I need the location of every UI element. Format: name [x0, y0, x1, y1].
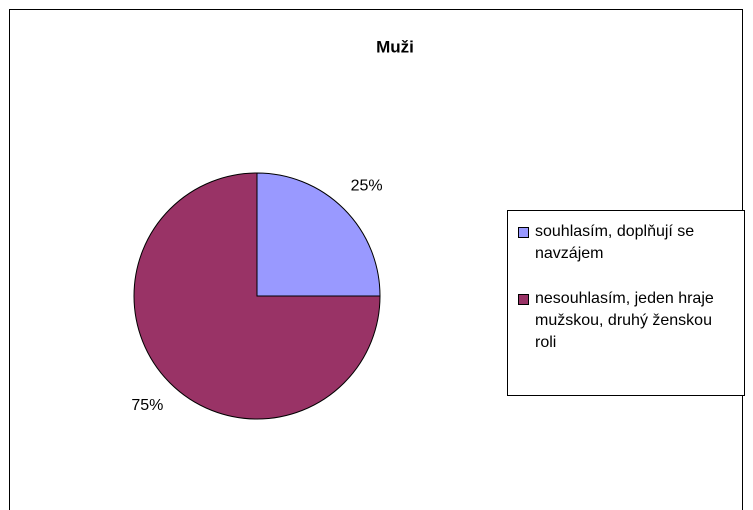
pie-slice [256, 172, 381, 297]
legend-entry: nesouhlasím, jeden hraje mužskou, druhý … [518, 288, 744, 354]
legend-label: nesouhlasím, jeden hraje mužskou, druhý … [535, 290, 714, 351]
legend-swatch [518, 294, 529, 305]
legend-entry: souhlasím, doplňují se navzájem [518, 221, 744, 265]
legend-label: souhlasím, doplňují se navzájem [535, 223, 695, 262]
data-label: 75% [131, 397, 163, 414]
pie-slice [133, 172, 381, 420]
legend: souhlasím, doplňují se navzájem nesouhlas… [507, 210, 745, 396]
data-label: 25% [351, 178, 383, 195]
chart-title: Muži [376, 37, 414, 56]
legend-swatch [518, 227, 529, 238]
